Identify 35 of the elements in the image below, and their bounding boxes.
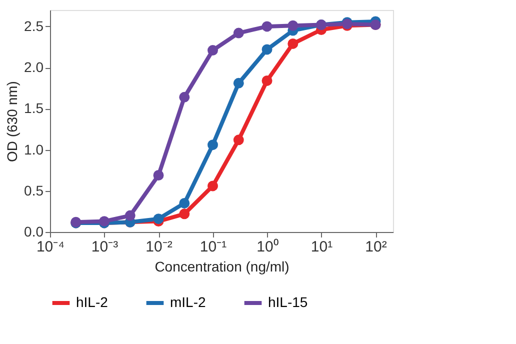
point (262, 75, 272, 86)
y-tick-label: 1.0 (24, 141, 44, 158)
x-tick-label: 10⁻¹ (200, 238, 227, 256)
point (208, 45, 218, 56)
point (153, 170, 164, 180)
x-tick-label: 10¹ (310, 238, 333, 256)
x-tick-label: 10² (365, 238, 387, 256)
legend-label: mIL-2 (170, 294, 206, 310)
point (262, 44, 272, 55)
point (208, 180, 218, 192)
y-tick-label: 2.5 (24, 18, 44, 34)
y-tick-label: 0.5 (24, 182, 44, 198)
point (124, 210, 136, 221)
point (179, 92, 190, 102)
point (179, 198, 190, 208)
y-tick-label: 1.5 (24, 100, 44, 116)
x-tick-label: 10⁻² (146, 238, 172, 256)
x-tick-label: 10⁰ (256, 238, 278, 256)
x-tick-label: 10⁻³ (91, 238, 118, 256)
point (233, 78, 244, 88)
x-tick-label: 10⁻⁴ (36, 238, 65, 256)
point (233, 28, 244, 38)
point (288, 20, 298, 31)
point (262, 21, 272, 32)
x-axis-title: Concentration (ng/ml) (154, 258, 290, 274)
point (288, 38, 298, 49)
point (153, 214, 164, 224)
legend-label: hIL-15 (268, 294, 308, 310)
legend-label: hIL-2 (76, 294, 108, 310)
point (233, 134, 244, 146)
point (208, 140, 218, 150)
point (179, 208, 190, 220)
y-tick-label: 2.0 (24, 59, 44, 76)
y-tick-label: 0.0 (24, 224, 44, 240)
y-axis-title: OD (630 nm) (4, 81, 20, 162)
